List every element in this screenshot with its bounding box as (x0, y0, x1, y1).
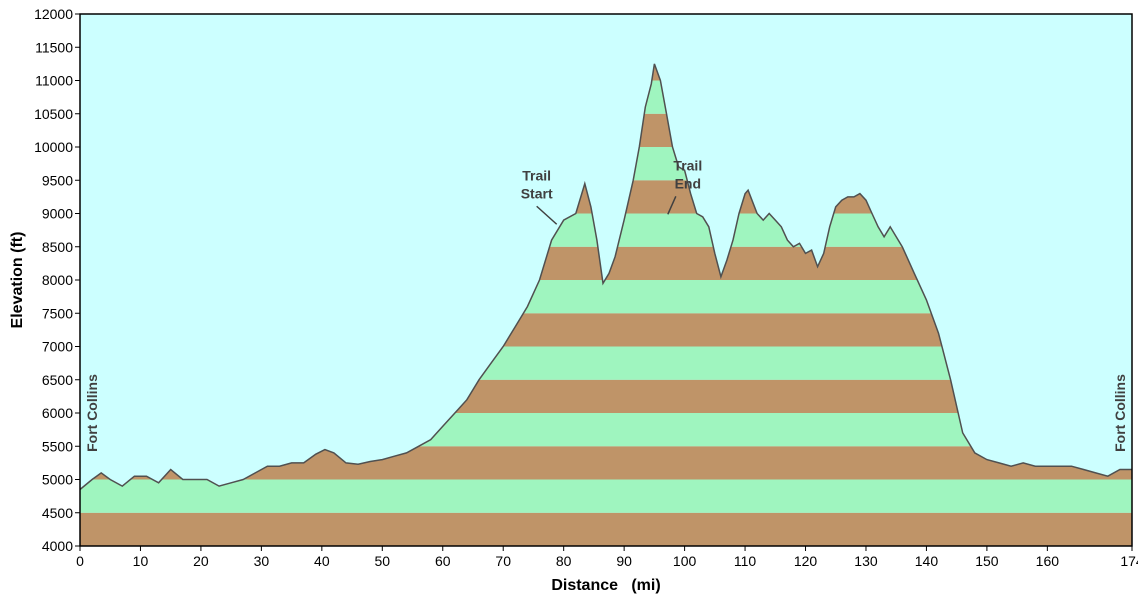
y-tick-label: 7500 (42, 305, 73, 321)
annotations: Trail Start Trail End Fort Collins Fort Colli… (84, 157, 1128, 452)
y-tick-label: 7000 (42, 339, 73, 355)
y-tick-label: 11500 (35, 39, 73, 55)
y-tick-label: 9000 (42, 206, 73, 222)
y-axis-title: Elevation (ft) (9, 232, 26, 329)
x-tick-label: 70 (495, 553, 511, 569)
y-tick-label: 8000 (42, 272, 73, 288)
annotation-fort-collins: Fort Collins (84, 374, 100, 452)
x-tick-label: 140 (915, 553, 939, 569)
y-axis: 4000 4500 5000 5500 6000 6500 7000 7500 8000 8500… (34, 6, 80, 554)
elevation-band (80, 479, 1132, 513)
x-tick-label: 174 (1120, 553, 1138, 569)
elevation-band (80, 512, 1132, 546)
x-tick-label: 0 (76, 553, 84, 569)
x-tick-label: 20 (193, 553, 209, 569)
x-tick-label: 40 (314, 553, 330, 569)
annotation-trail-start: Trail Start (521, 167, 553, 201)
x-tick-label: 80 (556, 553, 572, 569)
y-tick-label: 5500 (42, 438, 73, 454)
y-tick-label: 6500 (42, 372, 73, 388)
x-tick-label: 30 (254, 553, 270, 569)
x-tick-label: 90 (616, 553, 632, 569)
y-tick-label: 4000 (42, 538, 73, 554)
elevation-profile-line (79, 63, 1132, 491)
x-tick-label: 160 (1036, 553, 1060, 569)
x-tick-label: 120 (794, 553, 818, 569)
x-tick-label: 150 (975, 553, 999, 569)
annotation-leader-line (667, 195, 677, 215)
y-tick-label: 4500 (42, 505, 73, 521)
y-tick-label: 9500 (42, 172, 73, 188)
x-tick-label: 100 (673, 553, 697, 569)
annotation-fort-collins: Fort Collins (1112, 374, 1128, 452)
x-axis-title: Distance (mi) (551, 577, 660, 594)
x-tick-label: 10 (133, 553, 149, 569)
annotation-leader-line (536, 205, 558, 225)
x-axis: 0 10 20 30 40 50 60 70 80 90 100 110 120 130 140 150 160… (76, 546, 1138, 569)
x-tick-label: 130 (854, 553, 878, 569)
annotation-trail-end: Trail End (673, 157, 702, 191)
y-tick-label: 12000 (34, 6, 73, 22)
x-tick-label: 50 (375, 553, 391, 569)
y-tick-label: 10500 (34, 106, 73, 122)
y-tick-label: 10000 (34, 139, 73, 155)
x-tick-label: 110 (734, 553, 757, 569)
x-tick-label: 60 (435, 553, 451, 569)
y-tick-label: 11000 (35, 73, 73, 89)
y-tick-label: 6000 (42, 405, 73, 421)
y-tick-label: 8500 (42, 239, 73, 255)
y-tick-label: 5000 (42, 472, 73, 488)
